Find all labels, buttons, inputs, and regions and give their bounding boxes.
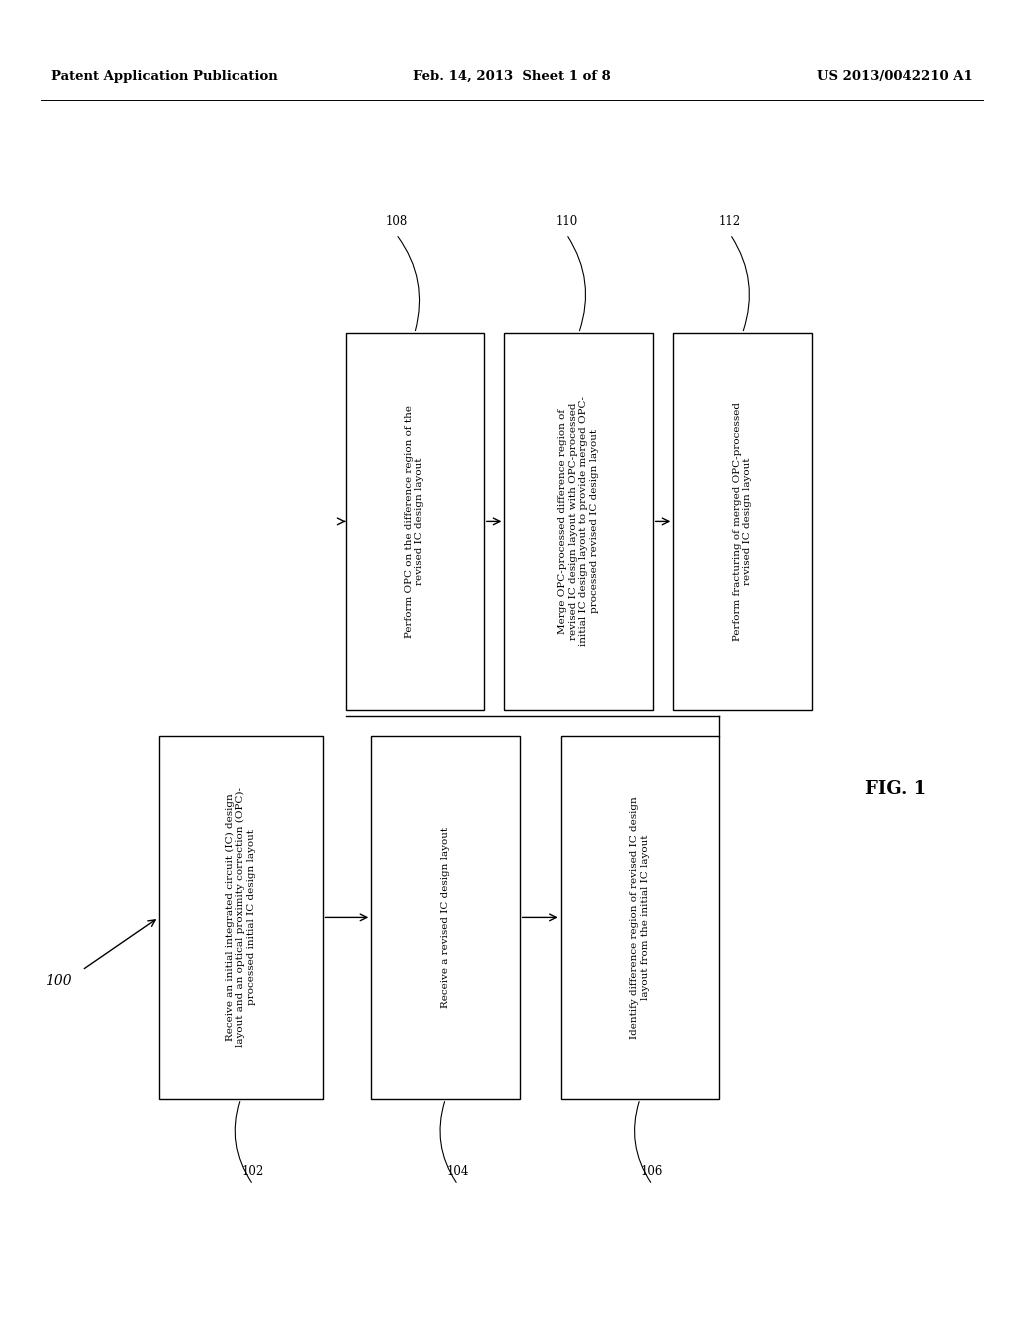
Text: Receive an initial integrated circuit (IC) design
layout and an optical proximit: Receive an initial integrated circuit (I… — [225, 788, 256, 1047]
Text: 100: 100 — [45, 974, 72, 987]
Text: Feb. 14, 2013  Sheet 1 of 8: Feb. 14, 2013 Sheet 1 of 8 — [413, 70, 611, 83]
Bar — [159, 737, 323, 1098]
Text: Perform OPC on the difference region of the
revised IC design layout: Perform OPC on the difference region of … — [406, 405, 424, 638]
Text: 108: 108 — [385, 215, 408, 227]
Text: FIG. 1: FIG. 1 — [865, 780, 927, 797]
Text: Identify difference region of revised IC design
layout from the initial IC layou: Identify difference region of revised IC… — [631, 796, 649, 1039]
Text: Merge OPC-processed difference region of
revised IC design layout with OPC-proce: Merge OPC-processed difference region of… — [558, 396, 599, 647]
Text: 104: 104 — [446, 1166, 469, 1179]
Bar — [561, 737, 719, 1098]
Bar — [371, 737, 519, 1098]
Text: Patent Application Publication: Patent Application Publication — [51, 70, 278, 83]
Bar — [346, 333, 484, 710]
Text: Perform fracturing of merged OPC-processed
revised IC design layout: Perform fracturing of merged OPC-process… — [733, 401, 752, 642]
Bar — [504, 333, 653, 710]
Text: Receive a revised IC design layout: Receive a revised IC design layout — [441, 826, 450, 1008]
Text: 102: 102 — [242, 1166, 264, 1179]
Text: 110: 110 — [555, 215, 578, 227]
Text: 106: 106 — [641, 1166, 664, 1179]
Text: 112: 112 — [719, 215, 741, 227]
Text: US 2013/0042210 A1: US 2013/0042210 A1 — [817, 70, 973, 83]
Bar — [674, 333, 811, 710]
